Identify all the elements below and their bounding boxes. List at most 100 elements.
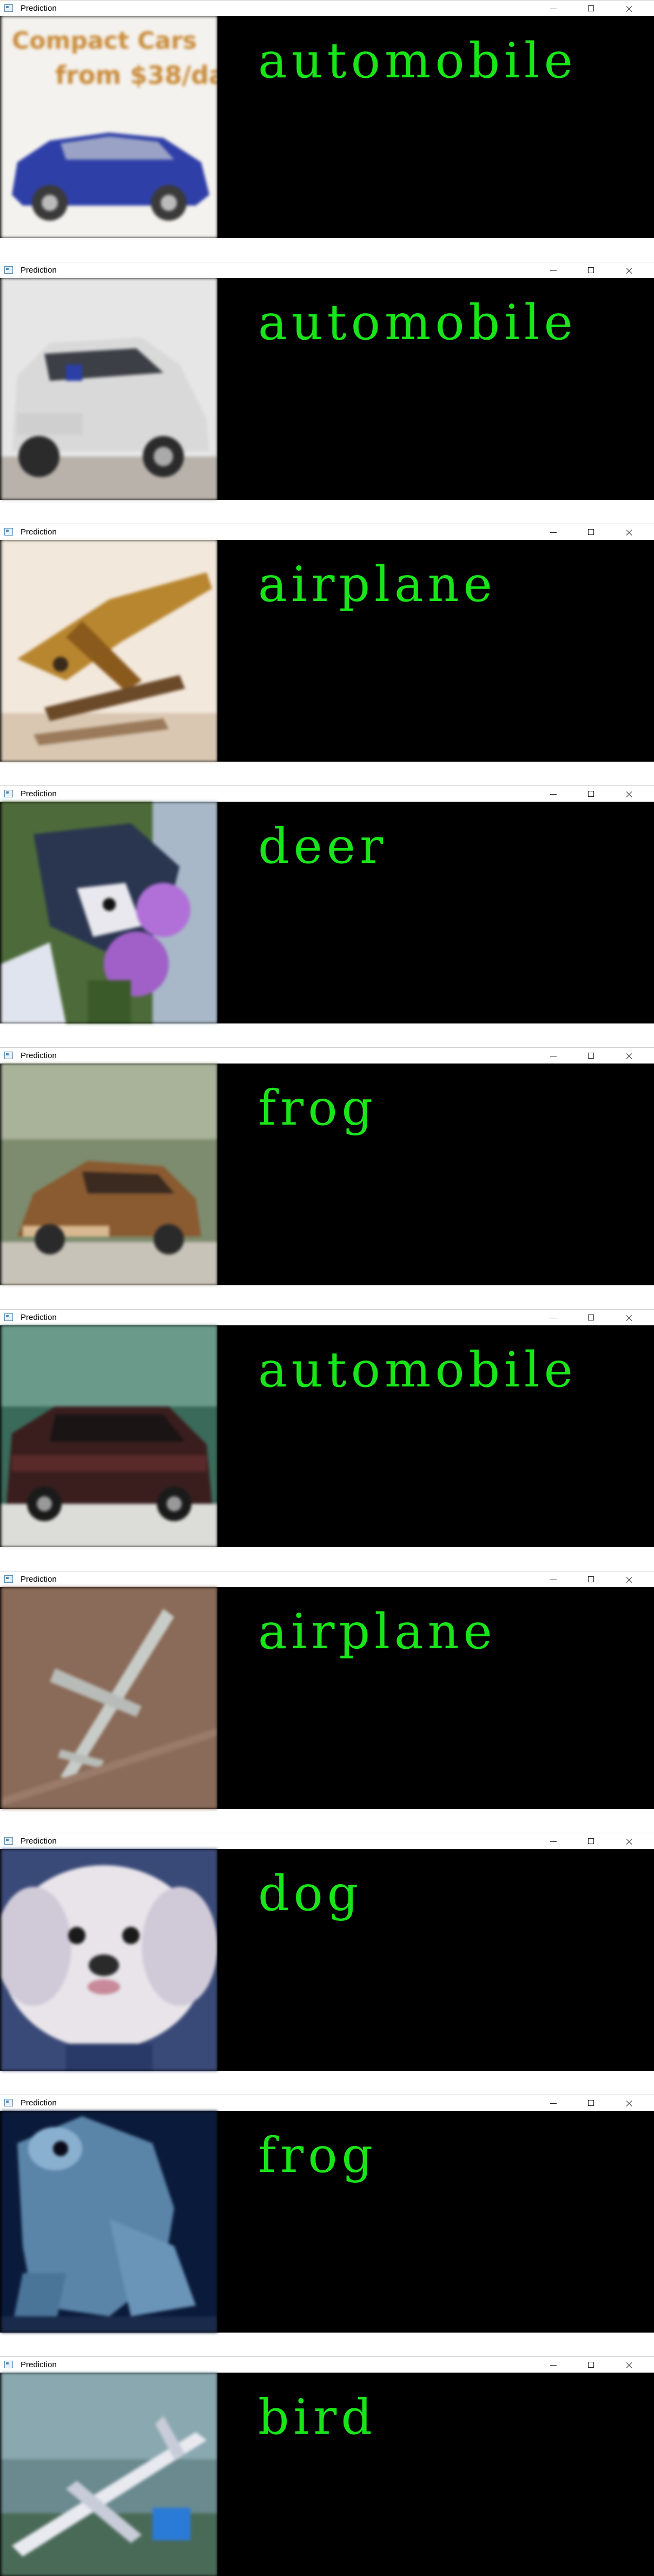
minimize-button[interactable] [541, 262, 566, 279]
prediction-panel: airplane [217, 1587, 654, 1809]
maximize-icon [588, 5, 594, 11]
close-button[interactable] [617, 1, 642, 17]
close-button[interactable] [617, 524, 642, 540]
input-image-brown-seaplane [1, 540, 217, 762]
maximize-icon [588, 2100, 594, 2106]
maximize-button[interactable] [579, 524, 604, 540]
minimize-button[interactable] [541, 1310, 566, 1326]
input-image-dark-red-car [1, 1325, 217, 1547]
window-content: Compact Cars from $38/day automobile [0, 16, 654, 238]
prediction-window: Prediction frog [0, 1047, 654, 1307]
close-button[interactable] [617, 1048, 642, 1064]
close-button[interactable] [617, 2357, 642, 2373]
app-window-icon [4, 4, 13, 12]
prediction-panel: dog [217, 1849, 654, 2071]
input-image-airplane-on-brown [1, 1587, 217, 1809]
maximize-button[interactable] [579, 2095, 604, 2111]
ad-text-line2: from $38/day [55, 61, 217, 90]
maximize-icon [588, 2362, 594, 2368]
maximize-button[interactable] [579, 786, 604, 802]
close-button[interactable] [617, 2095, 642, 2111]
window-content: airplane [0, 540, 654, 762]
maximize-icon [588, 267, 594, 273]
minimize-button[interactable] [541, 1048, 566, 1064]
maximize-icon [588, 1576, 594, 1582]
maximize-icon [588, 1315, 594, 1320]
minimize-button[interactable] [541, 2357, 566, 2373]
close-icon [625, 2099, 633, 2107]
window-title: Prediction [21, 1837, 57, 1846]
maximize-button[interactable] [579, 1048, 604, 1064]
maximize-button[interactable] [579, 1310, 604, 1326]
window-title: Prediction [21, 2098, 57, 2108]
minimize-icon [550, 270, 557, 271]
close-icon [625, 5, 633, 12]
minimize-button[interactable] [541, 524, 566, 540]
title-bar[interactable]: Prediction [0, 1309, 654, 1325]
prediction-window: Prediction airplane [0, 1571, 654, 1831]
input-image-white-fluffy-dog [1, 1849, 217, 2071]
input-image-white-hatchback [1, 278, 217, 500]
prediction-label: automobile [258, 1342, 577, 1398]
minimize-icon [550, 2365, 557, 2366]
title-bar[interactable]: Prediction [0, 1047, 654, 1064]
close-icon [625, 529, 633, 536]
title-bar[interactable]: Prediction [0, 262, 654, 278]
maximize-button[interactable] [579, 2357, 604, 2373]
close-button[interactable] [617, 786, 642, 802]
prediction-panel: automobile [217, 16, 654, 238]
app-window-icon [4, 790, 13, 797]
maximize-icon [588, 1838, 594, 1844]
input-image-airplane-on-ground [1, 2373, 217, 2576]
window-title: Prediction [21, 1575, 57, 1584]
title-bar[interactable]: Prediction [0, 1571, 654, 1587]
maximize-button[interactable] [579, 1833, 604, 1850]
window-content: deer [0, 802, 654, 1023]
title-bar[interactable]: Prediction [0, 785, 654, 802]
input-image-brown-car [1, 1064, 217, 1285]
window-title: Prediction [21, 789, 57, 798]
minimize-button[interactable] [541, 2095, 566, 2111]
close-button[interactable] [617, 262, 642, 279]
prediction-window: Prediction frog [0, 2095, 654, 2354]
window-title: Prediction [21, 266, 57, 275]
prediction-label: airplane [258, 556, 497, 613]
prediction-panel: bird [217, 2373, 654, 2576]
prediction-label: automobile [258, 294, 577, 351]
title-bar[interactable]: Prediction [0, 2095, 654, 2111]
title-bar[interactable]: Prediction [0, 524, 654, 540]
close-icon [625, 1838, 633, 1845]
prediction-label: automobile [258, 32, 577, 89]
window-content: automobile [0, 1325, 654, 1547]
close-icon [625, 267, 633, 274]
title-bar[interactable]: Prediction [0, 1833, 654, 1849]
window-content: dog [0, 1849, 654, 2071]
app-window-icon [4, 2099, 13, 2106]
maximize-button[interactable] [579, 1, 604, 17]
minimize-button[interactable] [541, 786, 566, 802]
prediction-label: frog [258, 1080, 378, 1137]
close-button[interactable] [617, 1310, 642, 1326]
minimize-button[interactable] [541, 1, 566, 17]
input-image-dog-with-flowers [1, 802, 217, 1023]
prediction-panel: airplane [217, 540, 654, 762]
maximize-button[interactable] [579, 262, 604, 279]
close-button[interactable] [617, 1833, 642, 1850]
minimize-button[interactable] [541, 1833, 566, 1850]
window-title: Prediction [21, 1051, 57, 1060]
prediction-panel: frog [217, 1064, 654, 1285]
minimize-button[interactable] [541, 1571, 566, 1588]
close-button[interactable] [617, 1571, 642, 1588]
minimize-icon [550, 1841, 557, 1842]
close-icon [625, 790, 633, 798]
maximize-icon [588, 1053, 594, 1059]
app-window-icon [4, 1313, 13, 1321]
input-image-blue-frog [1, 2111, 217, 2333]
title-bar[interactable]: Prediction [0, 2356, 654, 2373]
app-window-icon [4, 2361, 13, 2368]
app-window-icon [4, 1837, 13, 1845]
maximize-button[interactable] [579, 1571, 604, 1588]
input-image-blue-car-ad: Compact Cars from $38/day [1, 16, 217, 238]
title-bar[interactable]: Prediction [0, 0, 654, 16]
